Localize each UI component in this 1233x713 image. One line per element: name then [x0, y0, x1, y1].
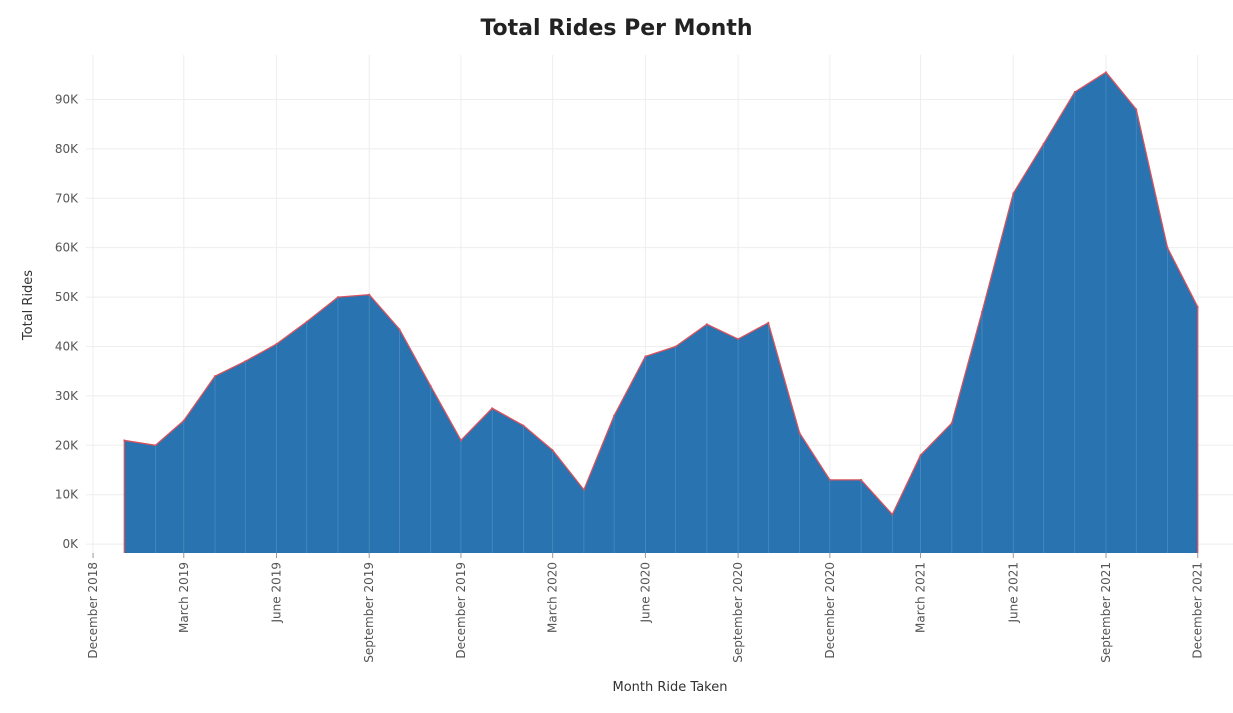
x-tick-label: December 2020 [823, 562, 837, 659]
x-tick-label: March 2019 [177, 562, 191, 633]
y-tick-label: 40K [55, 339, 79, 353]
data-point [429, 385, 432, 388]
data-point [305, 320, 308, 323]
y-tick-label: 60K [55, 241, 79, 255]
chart-title: Total Rides Per Month [480, 16, 753, 41]
y-tick-label: 80K [55, 142, 79, 156]
data-point [860, 478, 863, 481]
series-outline [123, 71, 1199, 553]
x-axis-title: Month Ride Taken [613, 680, 728, 695]
data-point [767, 321, 770, 324]
x-tick-label: June 2021 [1006, 562, 1020, 624]
data-point [522, 424, 525, 427]
data-point [919, 454, 922, 457]
data-point [1105, 71, 1108, 74]
month-separators [155, 72, 1168, 553]
series-line [123, 71, 1199, 553]
data-point [275, 343, 278, 346]
data-point [1042, 142, 1045, 145]
data-point [674, 345, 677, 348]
x-tick-label: March 2021 [914, 562, 928, 633]
data-point [1073, 91, 1076, 94]
y-tick-label: 90K [55, 92, 79, 106]
x-tick-label: June 2020 [638, 562, 652, 624]
data-point [1196, 305, 1199, 308]
y-axis-title: Total Rides [21, 270, 36, 341]
data-point [644, 355, 647, 358]
data-point [705, 323, 708, 326]
data-point [981, 310, 984, 313]
data-point [582, 488, 585, 491]
x-axis-ticks: December 2018 March 2019 June 2019 Septembe… [86, 553, 1205, 663]
x-tick-label: September 2019 [362, 562, 376, 663]
area-series [124, 72, 1198, 554]
data-point [1135, 108, 1138, 111]
data-point [613, 414, 616, 417]
data-point [459, 439, 462, 442]
x-tick-label: September 2021 [1099, 562, 1113, 663]
data-point [798, 431, 801, 434]
y-tick-label: 20K [55, 438, 79, 452]
x-tick-label: December 2019 [454, 562, 468, 659]
x-tick-label: March 2020 [546, 562, 560, 633]
data-point [214, 375, 217, 378]
data-point [551, 449, 554, 452]
data-point [123, 439, 126, 442]
data-point [182, 419, 185, 422]
y-tick-label: 10K [55, 488, 79, 502]
data-point [891, 513, 894, 516]
x-tick-label: June 2019 [269, 562, 283, 624]
data-point [1166, 246, 1169, 249]
data-point [244, 360, 247, 363]
area-fill [124, 72, 1198, 554]
data-point [828, 478, 831, 481]
y-tick-label: 70K [55, 191, 79, 205]
data-point [1012, 192, 1015, 195]
x-tick-label: December 2018 [86, 562, 100, 659]
data-point [398, 328, 401, 331]
x-tick-label: September 2020 [731, 562, 745, 663]
data-point [491, 407, 494, 410]
y-tick-label: 30K [55, 389, 79, 403]
data-point [737, 338, 740, 341]
y-tick-label: 50K [55, 290, 79, 304]
data-point [950, 422, 953, 425]
data-point [336, 296, 339, 299]
x-tick-label: December 2021 [1191, 562, 1205, 659]
data-point [154, 444, 157, 447]
y-axis-ticks: 0K 10K 20K 30K 40K 50K 60K 70K 80K 90K [55, 92, 79, 551]
y-tick-label: 0K [62, 537, 79, 551]
data-point [368, 293, 371, 296]
